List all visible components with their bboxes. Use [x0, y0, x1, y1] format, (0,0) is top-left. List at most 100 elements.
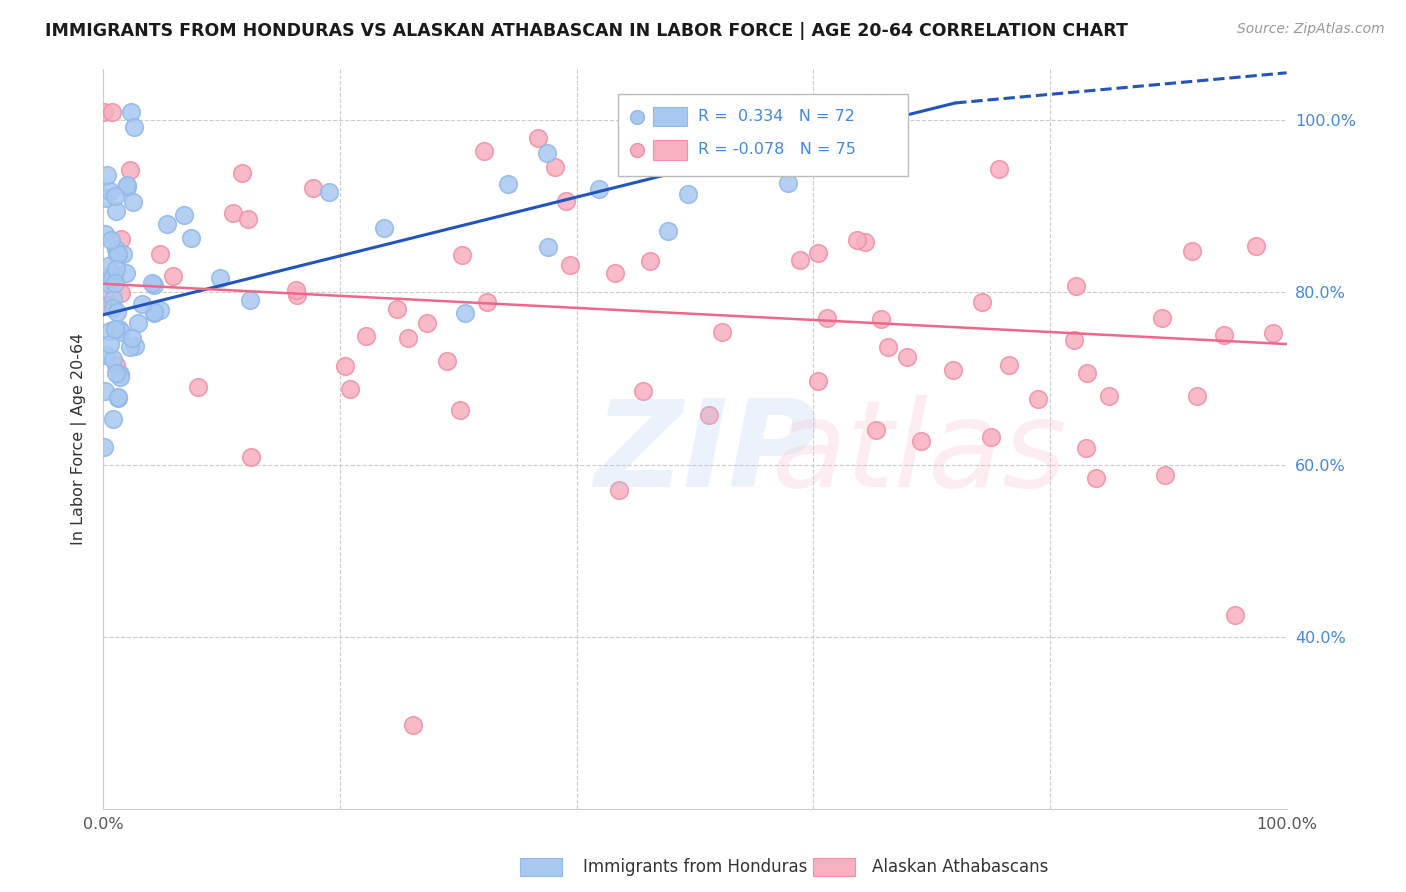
Point: [454, 306, 477, 320]
Point: [107, 390, 129, 404]
Point: [845, 233, 868, 247]
Point: [173, 208, 195, 222]
FancyBboxPatch shape: [619, 95, 908, 176]
Point: [209, 271, 232, 285]
Point: [339, 382, 361, 396]
Point: [115, 178, 138, 192]
Point: [101, 104, 124, 119]
Point: [231, 166, 253, 180]
Point: [118, 163, 141, 178]
Point: [131, 297, 153, 311]
Point: [1154, 468, 1177, 483]
Point: [93, 104, 115, 119]
Point: [101, 301, 124, 315]
Point: [96, 348, 118, 362]
Point: [187, 380, 209, 394]
Point: [104, 322, 127, 336]
Point: [97, 259, 120, 273]
Point: [149, 303, 172, 318]
Point: [638, 254, 661, 268]
Bar: [654, 107, 686, 127]
Point: [863, 136, 886, 151]
Point: [121, 194, 143, 209]
Point: [110, 325, 132, 339]
Point: [1063, 333, 1085, 347]
Point: [869, 312, 891, 326]
Point: [239, 450, 262, 464]
Point: [105, 358, 128, 372]
Point: [1076, 366, 1098, 380]
Point: [607, 483, 630, 498]
Point: [776, 176, 799, 190]
Point: [554, 194, 576, 209]
Point: [94, 289, 117, 303]
Point: [1263, 326, 1285, 341]
Point: [970, 295, 993, 310]
Point: [1185, 389, 1208, 403]
Point: [124, 120, 146, 134]
Point: [1026, 392, 1049, 407]
Text: ZIP: ZIP: [595, 395, 818, 512]
Point: [97, 276, 120, 290]
Point: [396, 331, 419, 345]
Y-axis label: In Labor Force | Age 20-64: In Labor Force | Age 20-64: [72, 333, 87, 545]
Point: [373, 220, 395, 235]
Point: [496, 178, 519, 192]
Point: [605, 266, 627, 280]
Point: [815, 311, 838, 326]
Point: [127, 316, 149, 330]
Point: [120, 104, 142, 119]
Point: [101, 352, 124, 367]
Point: [449, 403, 471, 417]
Text: Source: ZipAtlas.com: Source: ZipAtlas.com: [1237, 22, 1385, 37]
Point: [143, 306, 166, 320]
Point: [354, 329, 377, 343]
Point: [142, 277, 165, 292]
Point: [401, 717, 423, 731]
Point: [93, 440, 115, 454]
Point: [385, 301, 408, 316]
Point: [121, 331, 143, 345]
Point: [104, 203, 127, 218]
Point: [94, 384, 117, 398]
Point: [105, 367, 128, 381]
Point: [631, 384, 654, 398]
Point: [115, 267, 138, 281]
Point: [560, 258, 582, 272]
Point: [110, 232, 132, 246]
Point: [657, 224, 679, 238]
Point: [120, 340, 142, 354]
Point: [870, 95, 893, 110]
Point: [98, 337, 121, 351]
Point: [110, 285, 132, 300]
Point: [942, 362, 965, 376]
Point: [124, 339, 146, 353]
Point: [103, 267, 125, 281]
Point: [697, 408, 720, 422]
Point: [475, 294, 498, 309]
Point: [105, 247, 128, 261]
Point: [222, 206, 245, 220]
Point: [117, 180, 139, 194]
Text: Alaskan Athabascans: Alaskan Athabascans: [872, 858, 1047, 876]
Point: [472, 144, 495, 158]
Point: [1213, 327, 1236, 342]
Point: [676, 186, 699, 201]
Point: [666, 95, 689, 110]
Point: [782, 95, 804, 110]
Point: [865, 423, 887, 437]
Point: [910, 434, 932, 448]
Text: Immigrants from Honduras: Immigrants from Honduras: [583, 858, 808, 876]
Point: [451, 248, 474, 262]
Point: [998, 358, 1021, 372]
Point: [1181, 244, 1204, 258]
Point: [97, 298, 120, 312]
Text: R = -0.078   N = 75: R = -0.078 N = 75: [699, 143, 856, 158]
Point: [807, 374, 830, 388]
Point: [105, 243, 128, 257]
Point: [107, 246, 129, 260]
Point: [101, 412, 124, 426]
Point: [1084, 471, 1107, 485]
Point: [652, 126, 675, 140]
Point: [1098, 388, 1121, 402]
